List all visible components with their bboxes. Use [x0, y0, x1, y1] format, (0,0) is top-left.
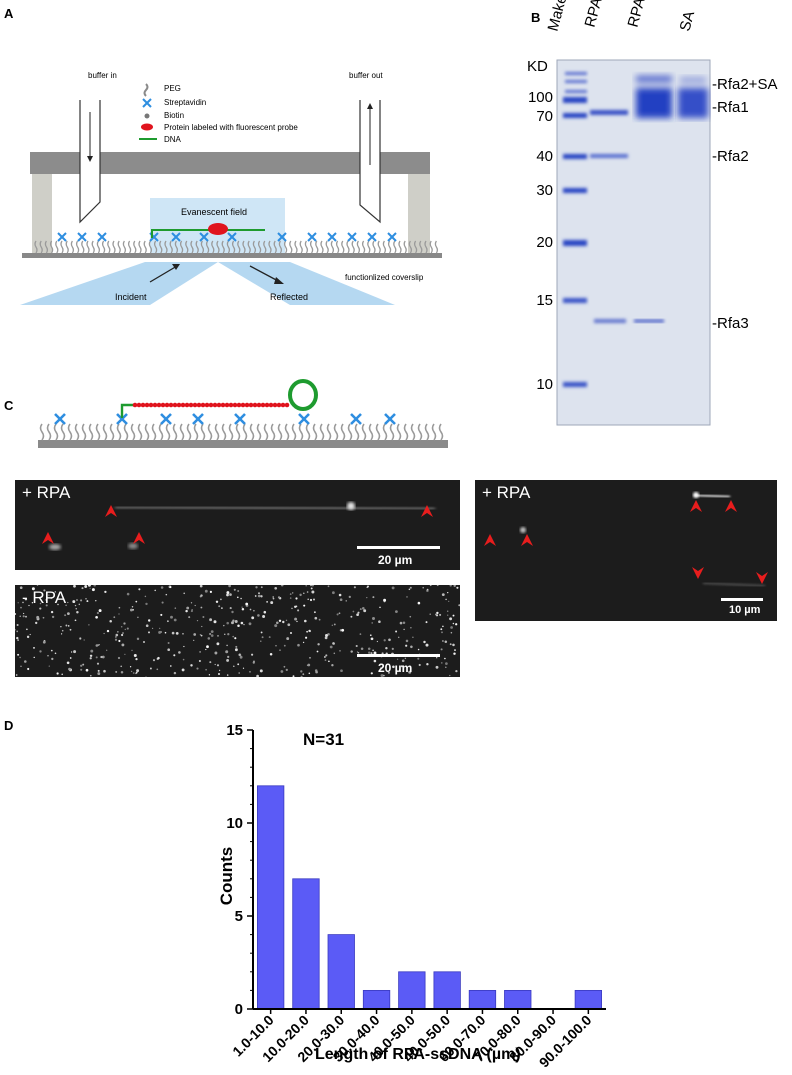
panel-b-letter: B [531, 10, 541, 25]
scale-bar-20um-2 [357, 654, 440, 657]
scale-bar-10um [721, 598, 763, 601]
micrograph-minus-rpa: - RPA 20 µm [15, 585, 460, 677]
y-tick-label: 10 [226, 815, 243, 832]
evanescent-label: Evanescent field [181, 207, 248, 217]
reflected-label: Reflected [270, 292, 309, 302]
histogram-bar [468, 989, 497, 1010]
buffer-in-label: buffer in [88, 71, 117, 80]
fluorescent-protein [208, 223, 228, 235]
biotin-legend-icon [144, 113, 150, 119]
sa-lane-bands [678, 78, 708, 118]
red-arrowheads-2 [484, 500, 768, 584]
kd-label: KD [527, 58, 548, 75]
legend-dna: DNA [164, 135, 181, 144]
marker-70: 70 [536, 108, 553, 125]
histogram-bar [398, 971, 426, 1010]
y-tick-label: 5 [235, 908, 243, 925]
plus-rpa-label-2: + RPA [482, 483, 531, 502]
coverslip [22, 253, 442, 258]
histogram-bar [327, 934, 355, 1010]
dna-linker [120, 403, 135, 418]
gel-image [556, 59, 711, 426]
scale-label-20um-1: 20 µm [378, 553, 413, 567]
buffer-out-label: buffer out [349, 71, 383, 80]
scale-bar-20um-1 [357, 546, 440, 549]
right-spacer [408, 174, 430, 254]
incident-arrow [149, 265, 178, 283]
histogram-bar [362, 989, 391, 1010]
chamber-top-plate [30, 152, 430, 174]
histogram-bar [574, 989, 602, 1010]
background-speckles [15, 585, 460, 677]
legend-peg: PEG [164, 84, 181, 93]
incident-label: Incident [115, 292, 147, 302]
micrograph-plus-rpa-1: + RPA 20 µm [15, 480, 460, 570]
histogram-bar [256, 785, 285, 1010]
incident-beam [20, 262, 218, 305]
marker-100: 100 [527, 89, 553, 106]
protein-legend-icon [141, 123, 153, 131]
rpa-coated-ssdna [132, 402, 290, 408]
y-tick-label: 0 [235, 1001, 243, 1018]
scale-label-20um-2: 20 µm [378, 661, 413, 675]
surface [38, 440, 448, 448]
panel-a-diagram [20, 83, 442, 305]
histogram-chart: 1.0-10.010.0-20.020.0-30.030.0-40.040.0-… [226, 722, 606, 1070]
streptavidin-legend-icon [142, 98, 152, 108]
legend-streptavidin: Streptavidin [164, 98, 207, 107]
panel-c-letter: C [4, 398, 14, 413]
micrograph-plus-rpa-2: + RPA 10 µm [475, 480, 777, 621]
x-axis-label: Length of RPA-ssDNA (µm) [315, 1046, 521, 1063]
panel-a-letter: A [4, 6, 14, 21]
histogram-bar [504, 989, 532, 1010]
legend-biotin: Biotin [164, 111, 185, 120]
marker-10: 10 [536, 376, 553, 393]
rpa-lane-bands [590, 110, 628, 323]
marker-20: 20 [536, 234, 553, 251]
reflected-arrow [249, 265, 281, 283]
marker-ladder [563, 72, 587, 387]
marker-30: 30 [536, 182, 553, 199]
panel-c-schematic [38, 379, 448, 448]
band-rfa1: -Rfa1 [712, 99, 749, 116]
band-rfa2-sa: -Rfa2+SA [712, 76, 778, 93]
left-spacer [32, 174, 52, 254]
legend-protein: Protein labeled with fluorescent probe [164, 123, 298, 132]
peg-brush [34, 240, 439, 254]
plus-rpa-label-1: + RPA [22, 483, 71, 502]
panel-d-letter: D [4, 718, 14, 733]
marker-40: 40 [536, 148, 553, 165]
minus-rpa-label: - RPA [22, 588, 67, 607]
histogram-bar [433, 971, 461, 1010]
band-rfa3: -Rfa3 [712, 315, 749, 332]
marker-15: 15 [536, 292, 553, 309]
band-rfa2: -Rfa2 [712, 148, 749, 165]
histogram-bar [292, 878, 320, 1010]
peg-legend-icon [143, 83, 149, 97]
rpa-sa-lane-bands [636, 76, 672, 118]
scale-label-10um: 10 µm [729, 604, 761, 616]
streptavidin-markers-c [54, 413, 396, 425]
dna-hairpin-loop [288, 379, 318, 411]
coverslip-label: functionlized coverslip [345, 273, 424, 282]
y-tick-label: 15 [226, 722, 243, 739]
y-axis-label: Counts [217, 846, 236, 906]
streptavidin-markers [57, 232, 397, 242]
red-arrowheads [42, 505, 433, 544]
chart-title: N=31 [303, 730, 345, 749]
peg-brush-c [39, 423, 444, 441]
